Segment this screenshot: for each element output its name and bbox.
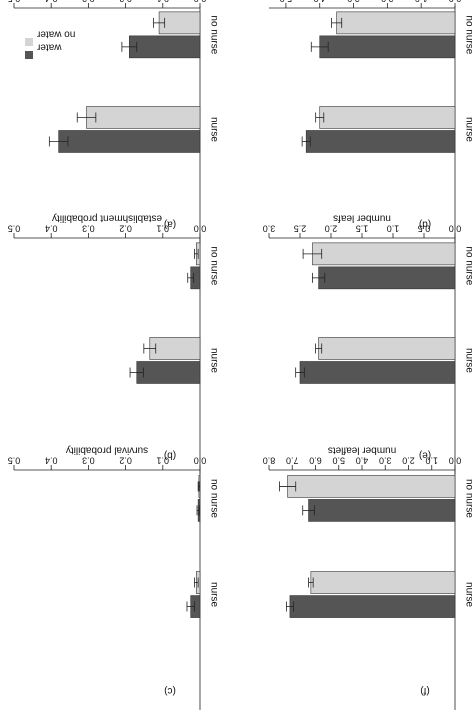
- panel-a: 0.00.10.20.30.40.5germination probabilit…: [8, 0, 219, 243]
- tick-label: 2.0: [402, 456, 415, 466]
- bar-no-water-no-nurse: [336, 11, 456, 35]
- panel-label: (e): [419, 449, 431, 460]
- tick-label: 5.0: [280, 0, 293, 4]
- category-label: nurse: [208, 348, 219, 373]
- tick-label: 7.0: [286, 456, 299, 466]
- bar-water-no-nurse: [308, 499, 456, 522]
- tick-label: 6.0: [309, 456, 322, 466]
- category-label: no nurse: [208, 246, 219, 285]
- tick-label: 0.5: [8, 456, 21, 466]
- panel-label: (d): [419, 218, 431, 229]
- tick-label: 0.5: [8, 0, 21, 4]
- tick-label: 0.5: [418, 224, 431, 234]
- bar-water-no-nurse: [129, 35, 201, 59]
- legend-label-water: water: [36, 41, 62, 52]
- category-label: no nurse: [463, 15, 474, 54]
- bar-water-no-nurse: [318, 266, 456, 290]
- tick-label: 4.0: [356, 456, 369, 466]
- legend-swatch-water: [25, 51, 33, 59]
- bar-water-no-nurse: [319, 35, 456, 59]
- category-label: nurse: [463, 582, 474, 607]
- category-label: nurse: [463, 348, 474, 373]
- tick-label: 3.0: [347, 0, 360, 4]
- tick-label: 0.4: [45, 456, 58, 466]
- tick-label: 2.5: [294, 224, 307, 234]
- bar-no-water-nurse: [149, 337, 201, 360]
- category-label: nurse: [208, 582, 219, 607]
- tick-label: 0.2: [119, 0, 132, 4]
- tick-label: 0.5: [8, 224, 21, 234]
- axis-label: number leaflets: [328, 444, 396, 455]
- category-label: nurse: [463, 117, 474, 142]
- category-label: no nurse: [208, 479, 219, 518]
- tick-label: 0.4: [45, 0, 58, 4]
- axis-label: number leafs: [333, 212, 391, 223]
- legend: water no water: [25, 28, 75, 59]
- tick-label: 3.0: [379, 456, 392, 466]
- category-label: no nurse: [208, 15, 219, 54]
- panel-label: (a): [164, 218, 176, 229]
- bar-no-water-no-nurse: [287, 475, 456, 498]
- panels: 0.0 0.1 0.2 0.3 0.4 0.5 survival probability nu…: [8, 0, 474, 710]
- tick-label: 1.0: [425, 456, 438, 466]
- bar-water-nurse: [289, 595, 456, 618]
- tick-label: 5.0: [332, 456, 345, 466]
- panel-label: (c): [164, 685, 176, 696]
- bar-no-water-nurse: [86, 106, 201, 129]
- tick-label: 0.1: [157, 0, 170, 4]
- tick-label: 0.3: [82, 224, 95, 234]
- tick-label: 1.0: [415, 0, 428, 4]
- bar-water-nurse: [305, 130, 456, 153]
- category-label: nurse: [208, 117, 219, 142]
- axis-label: survival probability: [66, 444, 148, 455]
- panel-label: (f): [420, 685, 429, 696]
- tick-label: 0.4: [45, 224, 58, 234]
- bar-water-nurse: [299, 361, 456, 384]
- bar-water-nurse: [58, 130, 201, 153]
- tick-label: 2.0: [325, 224, 338, 234]
- bar-no-water-nurse: [319, 106, 456, 129]
- tick-label: 8.0: [263, 456, 276, 466]
- tick-label: 0.1: [157, 456, 170, 466]
- tick-label: 1.5: [356, 224, 369, 234]
- panel-label: (b): [164, 449, 176, 460]
- bar-no-water-no-nurse: [312, 242, 456, 266]
- legend-label-no-water: no water: [36, 28, 75, 39]
- tick-label: 4.0: [313, 0, 326, 4]
- tick-label: 1.0: [387, 224, 400, 234]
- tick-label: 3.0: [263, 224, 276, 234]
- category-label: no nurse: [463, 246, 474, 285]
- tick-label: 0.0: [449, 0, 462, 4]
- bar-no-water-no-nurse: [158, 11, 201, 35]
- tick-label: 0.1: [157, 224, 170, 234]
- bar-no-water-nurse: [310, 571, 456, 594]
- tick-label: 0.3: [82, 0, 95, 4]
- category-label: no nurse: [463, 479, 474, 518]
- tick-label: 0.3: [82, 456, 95, 466]
- panel-d: 0.01.02.03.04.05.0shoot hight (cm)nursen…: [269, 0, 474, 243]
- tick-label: 0.0: [194, 0, 207, 4]
- tick-label: 2.0: [381, 0, 394, 4]
- bar-water-nurse: [136, 361, 201, 384]
- legend-swatch-no-water: [25, 38, 33, 46]
- tick-label: 0.2: [119, 224, 132, 234]
- tick-label: 0.2: [119, 456, 132, 466]
- bar-no-water-nurse: [318, 337, 456, 360]
- axis-label: establishment probability: [52, 212, 162, 223]
